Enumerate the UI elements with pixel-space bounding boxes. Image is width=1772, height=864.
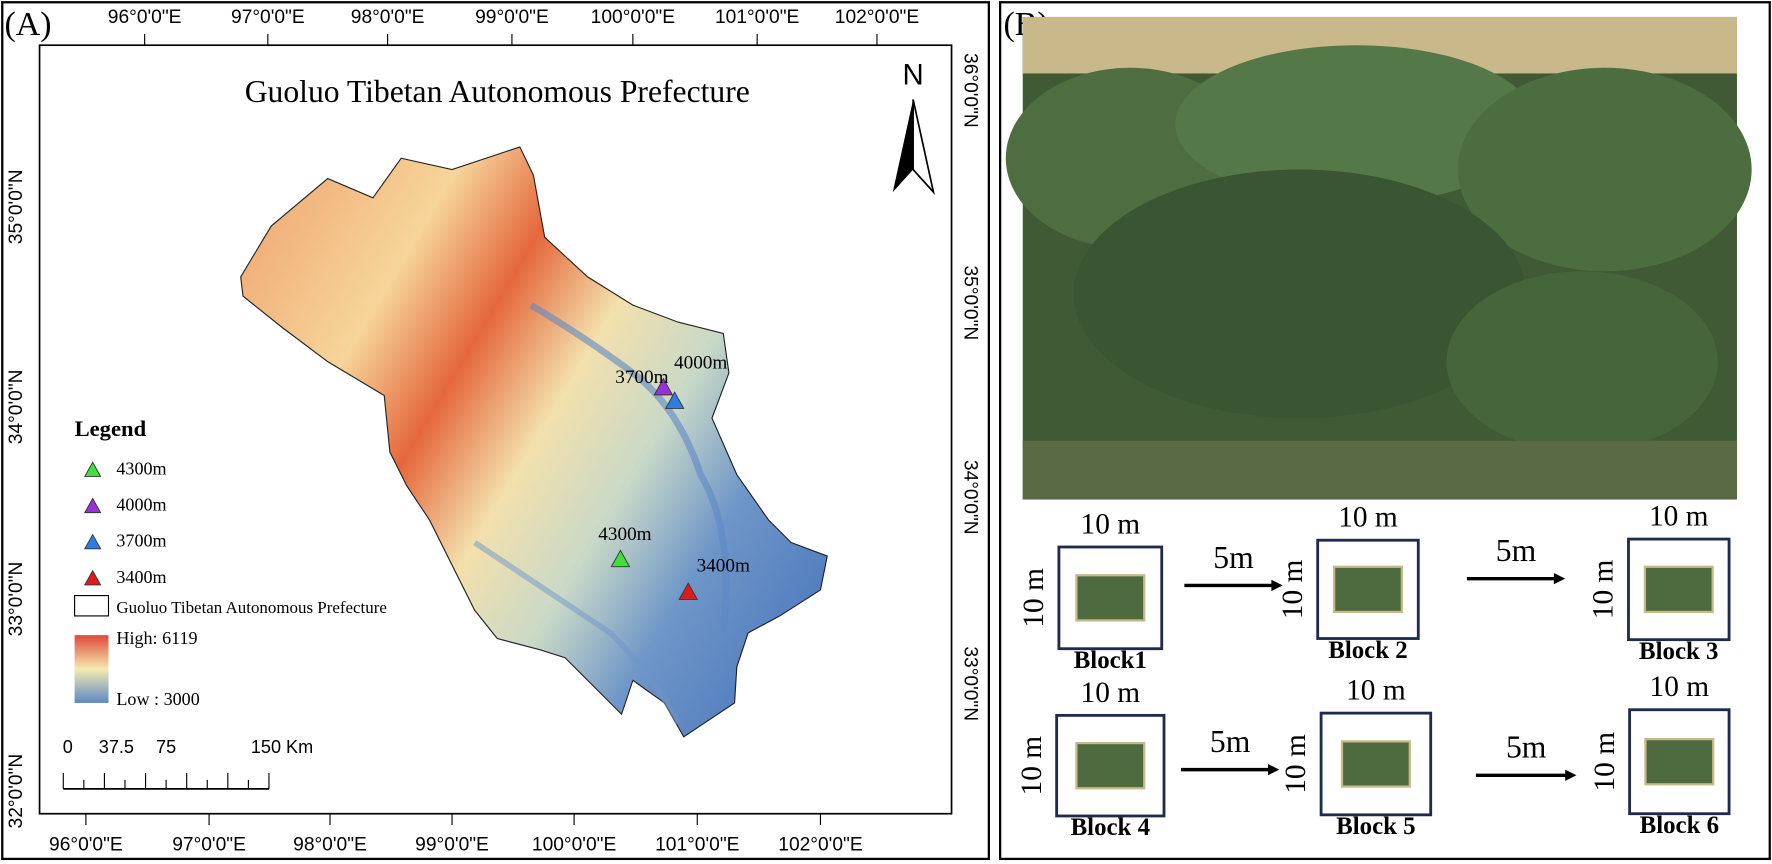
legend-marker xyxy=(83,533,102,550)
block-top-label: 10 m xyxy=(1081,508,1141,540)
lon-tick-label: 96°0'0"E xyxy=(108,7,182,28)
lon-tick-label: 101°0'0"E xyxy=(655,834,739,855)
block-side-label: 10 m xyxy=(1280,734,1312,794)
scale-ticks xyxy=(62,773,270,789)
lat-tick-label: 33°0'0"N xyxy=(960,646,981,721)
site-label: 4300m xyxy=(598,524,651,545)
legend-label: 4000m xyxy=(116,494,166,514)
arrow-head xyxy=(1267,763,1280,776)
lon-tick-label: 99°0'0"E xyxy=(415,834,489,855)
legend-marker xyxy=(83,461,102,477)
lat-tick-label: 34°0'0"N xyxy=(960,460,981,535)
legend-label: 3700m xyxy=(116,531,166,551)
block-side-label: 10 m xyxy=(1589,732,1621,792)
lon-tick-label: 98°0'0"E xyxy=(293,834,367,855)
lon-tick-label: 102°0'0"E xyxy=(835,7,919,28)
block-name: Block 3 xyxy=(1639,638,1718,665)
block-name: Block 4 xyxy=(1071,814,1150,841)
block-top-label: 10 m xyxy=(1650,671,1710,703)
block-side-label: 10 m xyxy=(1018,568,1050,628)
north-label: N xyxy=(903,59,924,92)
site-marker xyxy=(610,549,631,568)
legend-marker xyxy=(83,497,102,514)
block-top-label: 10 m xyxy=(1649,500,1709,532)
scale-label: 0 xyxy=(63,737,73,757)
block-name: Block 2 xyxy=(1328,637,1407,664)
prefecture-map xyxy=(240,146,828,738)
site-marker xyxy=(664,391,685,409)
lon-tick-label: 97°0'0"E xyxy=(172,834,246,855)
panel-b-content: 10 m 10 m Block1 10 m 10 m Block 2 10 m 10 m Blo… xyxy=(1016,500,1731,841)
block-side-label: 10 m xyxy=(1277,559,1309,619)
panel-label: (A) xyxy=(5,6,52,43)
lon-tick-label: 100°0'0"E xyxy=(591,7,675,28)
legend-label: 3400m xyxy=(116,567,166,587)
block-side-label: 10 m xyxy=(1016,736,1048,796)
legend-low: Low : 3000 xyxy=(116,689,199,709)
lat-tick-label: 35°0'0"N xyxy=(960,266,981,341)
block-name: Block1 xyxy=(1074,647,1147,674)
block-photo xyxy=(1643,565,1714,614)
site-label: 3400m xyxy=(697,556,750,577)
arrow-label: 5m xyxy=(1506,730,1547,765)
legend-boundary: Guoluo Tibetan Autonomous Prefecture xyxy=(116,598,387,617)
block-photo xyxy=(1340,740,1411,788)
lat-tick-label: 36°0'0"N xyxy=(960,53,981,128)
panel-a-content: 96°0'0"E 97°0'0"E 98°0'0"E 99°0'0"E 100°0'0"… xyxy=(6,7,981,855)
north-arrow xyxy=(912,99,935,196)
river-valley xyxy=(529,302,730,634)
lon-tick-label: 100°0'0"E xyxy=(532,834,616,855)
lon-tick-label: 97°0'0"E xyxy=(231,7,305,28)
lat-tick-label: 34°0'0"N xyxy=(6,369,27,444)
arrow-label: 5m xyxy=(1213,540,1254,575)
block-top-label: 10 m xyxy=(1081,677,1141,709)
arrow-head xyxy=(1271,579,1283,592)
block-name: Block 5 xyxy=(1336,813,1415,840)
lon-tick-label: 96°0'0"E xyxy=(49,834,123,855)
lon-tick-label: 98°0'0"E xyxy=(351,7,425,28)
block-top-label: 10 m xyxy=(1346,675,1406,707)
site-marker xyxy=(653,377,674,396)
arrow-label: 5m xyxy=(1496,533,1537,568)
scale-label: 75 xyxy=(156,737,176,757)
elevation-ramp xyxy=(74,635,109,703)
block-name: Block 6 xyxy=(1640,812,1719,839)
river-valley xyxy=(473,540,681,725)
arrow-head xyxy=(1553,572,1566,585)
block-photo xyxy=(1644,737,1715,786)
shrub-photo xyxy=(1005,16,1752,500)
block-side-label: 10 m xyxy=(1588,559,1620,619)
scale-label: 37.5 xyxy=(99,737,134,757)
legend-label: 4300m xyxy=(116,458,166,478)
block-photo xyxy=(1075,574,1146,622)
legend-high: High: 6119 xyxy=(116,628,197,648)
site-marker xyxy=(678,582,699,600)
lat-tick-label: 33°0'0"N xyxy=(6,562,27,637)
boundary-swatch xyxy=(74,595,110,617)
lon-tick-label: 101°0'0"E xyxy=(715,7,799,28)
lon-tick-label: 102°0'0"E xyxy=(778,834,862,855)
north-arrow xyxy=(892,99,914,193)
site-label: 3700m xyxy=(615,367,668,388)
site-label: 4000m xyxy=(674,352,727,373)
legend-title: Legend xyxy=(75,416,147,441)
lat-tick-label: 32°0'0"N xyxy=(6,754,27,829)
lat-tick-label: 35°0'0"N xyxy=(6,169,27,244)
map-title: Guoluo Tibetan Autonomous Prefecture xyxy=(245,74,750,109)
block-top-label: 10 m xyxy=(1338,502,1398,534)
legend-marker xyxy=(83,569,102,586)
lon-tick-label: 99°0'0"E xyxy=(475,7,549,28)
arrow-label: 5m xyxy=(1210,724,1251,759)
scale-label: 150 Km xyxy=(251,737,313,757)
block-photo xyxy=(1075,741,1146,790)
block-photo xyxy=(1332,565,1404,614)
arrow-head xyxy=(1565,769,1577,781)
